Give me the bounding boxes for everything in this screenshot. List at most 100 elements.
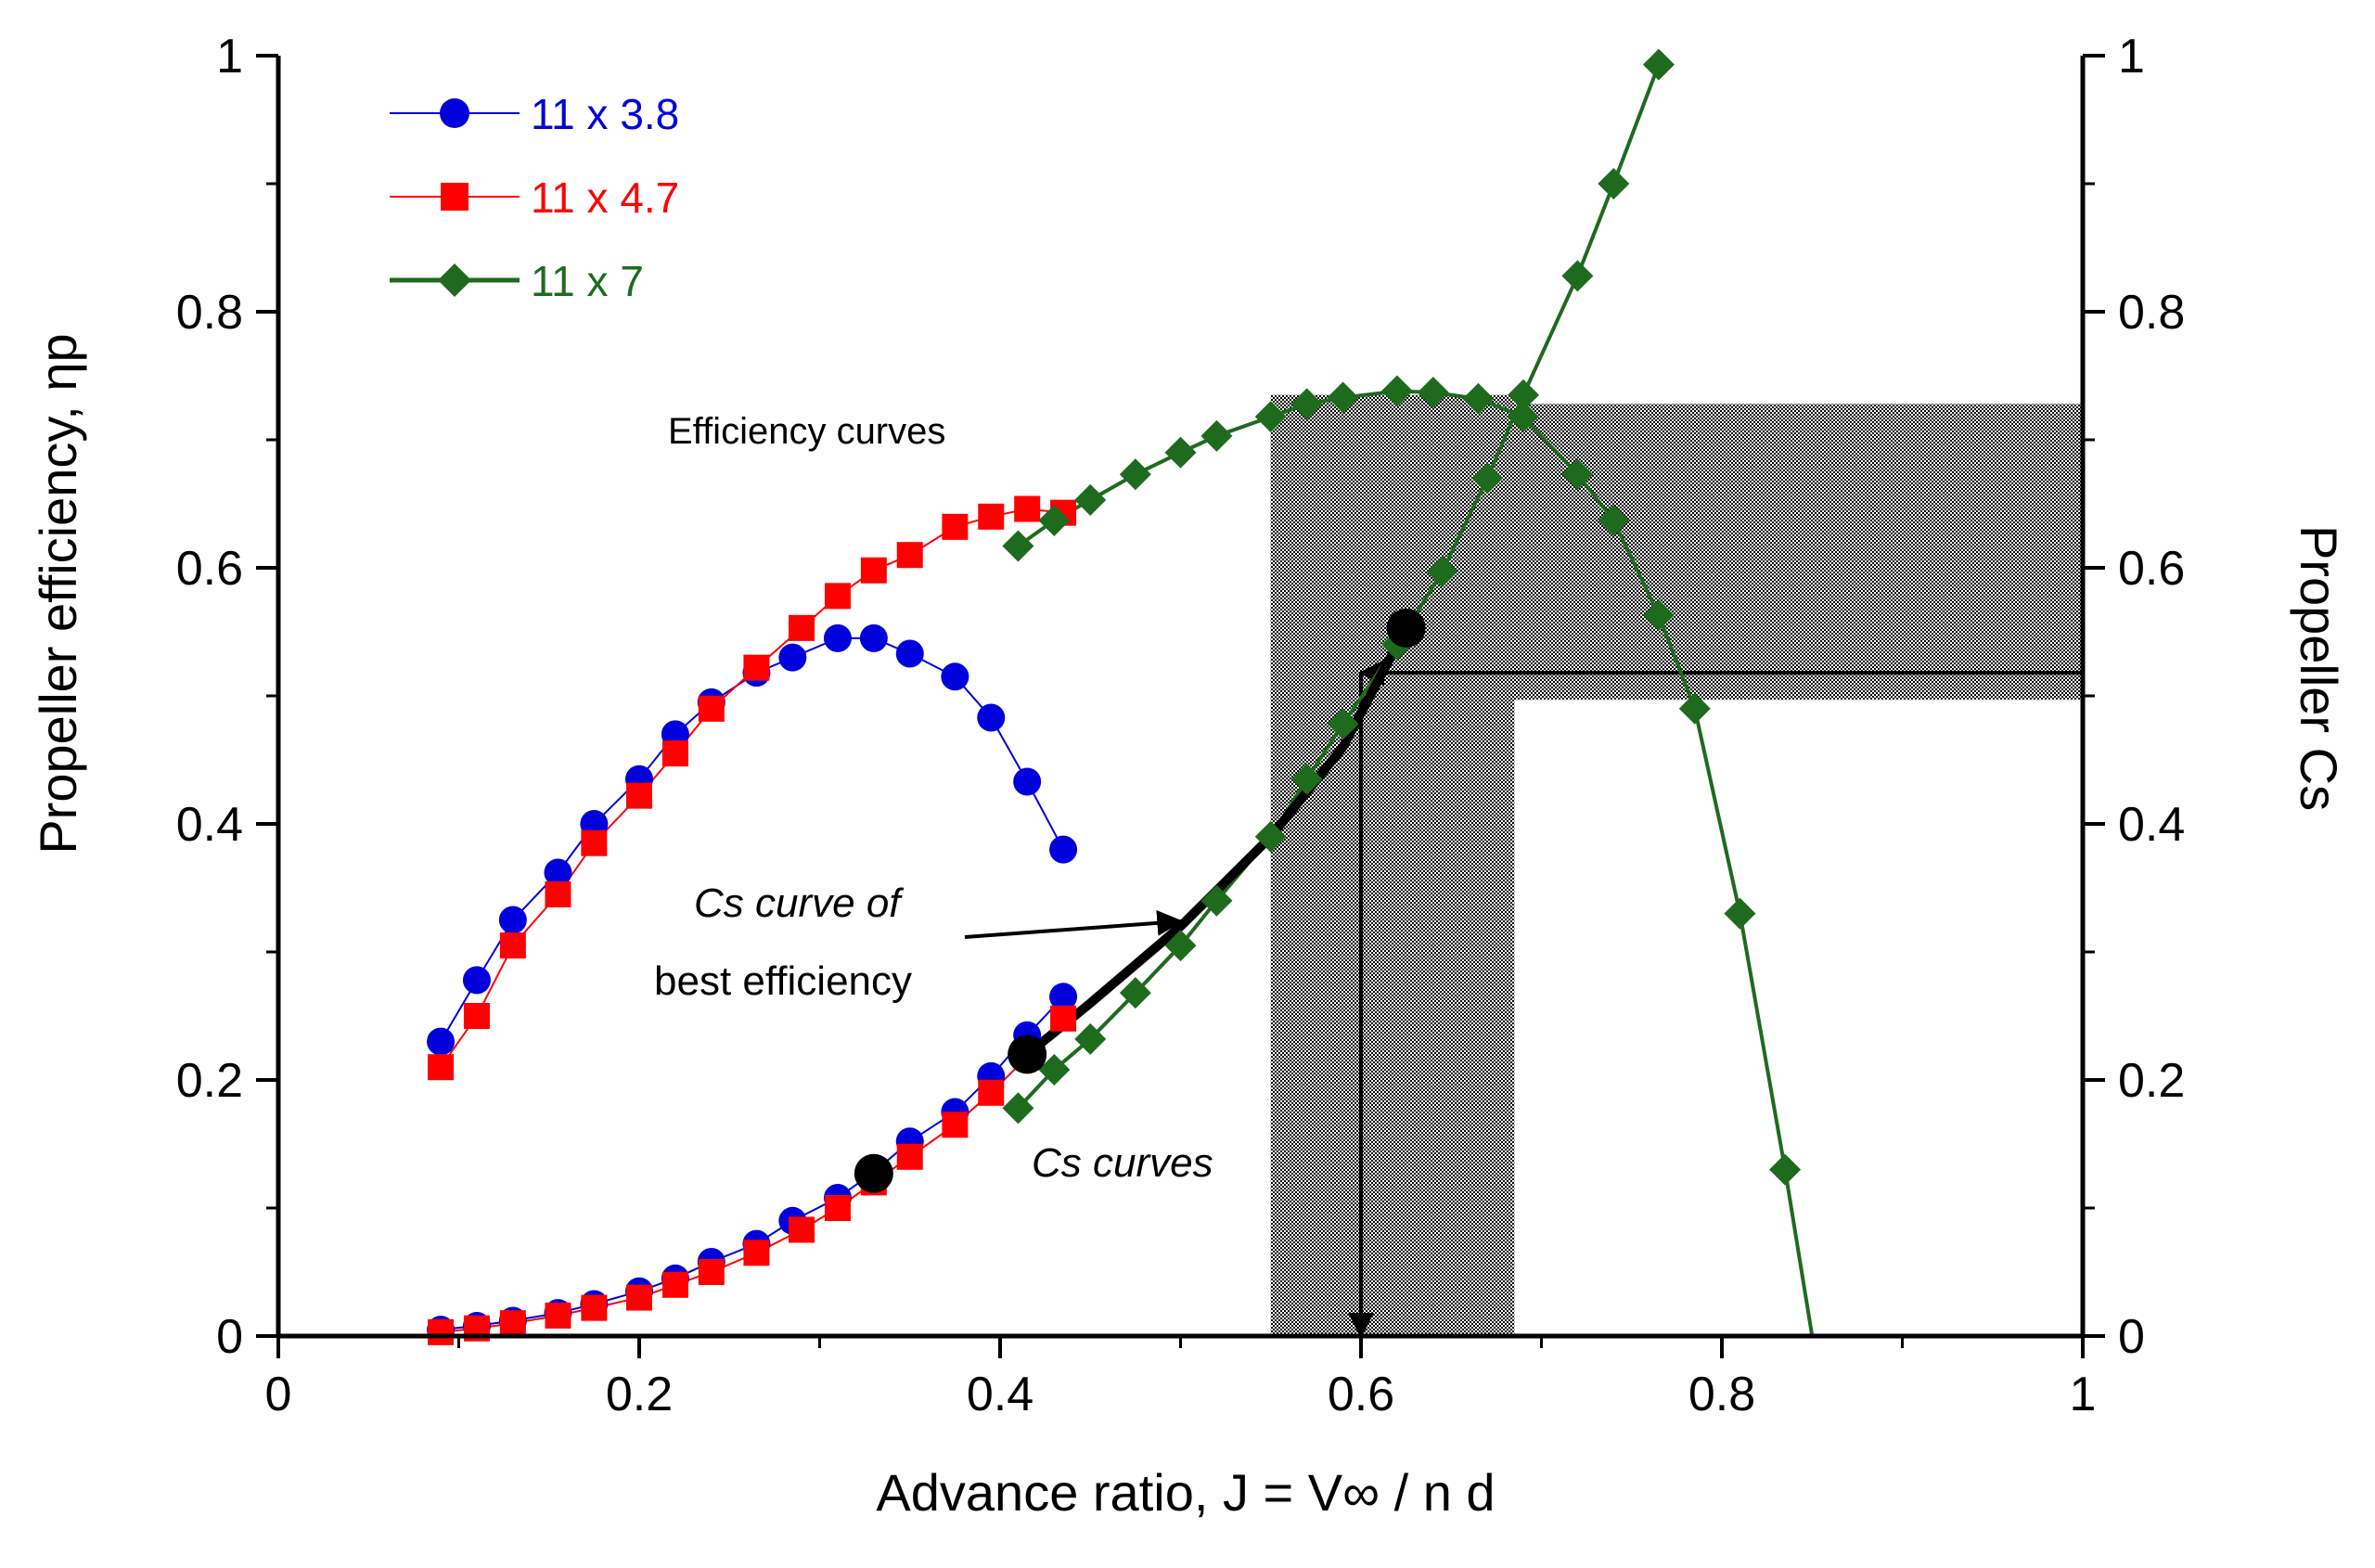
- data-point-cs-5-14: [1598, 168, 1630, 199]
- data-point-efficiency-2-7: [1290, 388, 1323, 420]
- y-tick-label-right-3: 0.6: [2118, 542, 2185, 596]
- data-point-efficiency-0-16: [1049, 835, 1078, 864]
- data-point-efficiency-2-13: [1561, 458, 1594, 491]
- data-point-efficiency-0-0: [427, 1027, 456, 1056]
- data-point-efficiency-2-3: [1119, 458, 1151, 491]
- data-point-cs-4-16: [1050, 1005, 1077, 1032]
- data-point-efficiency-1-11: [860, 557, 887, 584]
- x-tick-label-4: 0.8: [1688, 1368, 1755, 1421]
- annotation-cs-curves: Cs curves: [1032, 1140, 1213, 1186]
- data-point-efficiency-2-0: [1002, 530, 1034, 562]
- data-point-efficiency-0-2: [498, 906, 527, 934]
- annotation-cs-best-line2: best efficiency: [654, 958, 912, 1004]
- y-tick-label-left-1: 0.2: [176, 1054, 243, 1108]
- data-point-cs-5-7: [1290, 763, 1323, 795]
- data-point-cs-4-2: [499, 1310, 526, 1337]
- data-point-efficiency-2-8: [1327, 381, 1359, 414]
- data-point-efficiency-1-0: [428, 1054, 455, 1081]
- data-point-efficiency-0-1: [462, 966, 491, 995]
- data-point-cs-5-5: [1200, 884, 1233, 917]
- annotation-efficiency-curves: Efficiency curves: [668, 411, 945, 452]
- data-point-cs-4-3: [545, 1302, 571, 1329]
- y-tick-label-left-2: 0.4: [176, 798, 243, 852]
- data-point-efficiency-2-17: [1724, 897, 1756, 930]
- series-markers: [427, 48, 1802, 1345]
- data-point-cs-5-2: [1074, 1022, 1107, 1055]
- x-tick-label-5: 1: [2070, 1368, 2097, 1421]
- highlight-point-2: [1386, 608, 1426, 648]
- data-point-efficiency-1-13: [942, 513, 969, 540]
- legend-marker-2: [438, 263, 471, 297]
- data-point-efficiency-2-9: [1380, 375, 1413, 407]
- data-point-efficiency-1-8: [743, 654, 770, 681]
- axes: 0 0.2 0.4 0.6 0.8 100.20.40.60.8100.20.40.60.…: [176, 30, 2186, 1421]
- arrow-group: [964, 660, 2083, 1339]
- x-tick-label-2: 0.4: [967, 1368, 1033, 1421]
- x-tick-label-3: 0.6: [1328, 1368, 1394, 1421]
- highlight-points: [854, 608, 1426, 1193]
- data-point-efficiency-1-7: [698, 695, 725, 722]
- data-point-cs-4-13: [942, 1112, 969, 1138]
- data-point-efficiency-1-15: [1014, 495, 1041, 522]
- data-point-efficiency-2-10: [1417, 376, 1449, 408]
- data-point-efficiency-2-14: [1598, 504, 1630, 536]
- data-point-efficiency-1-14: [978, 503, 1005, 530]
- data-point-efficiency-1-6: [661, 740, 688, 767]
- data-point-cs-5-8: [1327, 708, 1359, 740]
- y-tick-label-left-0: 0: [216, 1310, 243, 1364]
- data-point-cs-3-16: [1049, 983, 1078, 1011]
- data-point-cs-4-14: [978, 1079, 1005, 1106]
- data-point-cs-4-7: [698, 1259, 725, 1285]
- data-point-efficiency-2-18: [1769, 1153, 1802, 1186]
- highlight-point-1: [1008, 1035, 1047, 1074]
- data-point-efficiency-1-12: [896, 542, 923, 569]
- legend-marker-1: [441, 183, 469, 211]
- data-point-cs-4-5: [626, 1284, 652, 1311]
- data-point-efficiency-0-9: [778, 643, 807, 672]
- data-point-efficiency-0-13: [941, 662, 969, 691]
- legend: 11 x 3.8 11 x 4.7 11 x 7: [390, 90, 679, 305]
- data-point-cs-4-8: [743, 1240, 770, 1266]
- data-point-efficiency-1-5: [626, 782, 652, 809]
- data-point-cs-4-4: [581, 1294, 608, 1321]
- data-point-efficiency-0-3: [544, 858, 572, 887]
- data-point-efficiency-2-4: [1164, 436, 1197, 469]
- legend-label-2: 11 x 7: [531, 257, 644, 305]
- data-point-efficiency-0-15: [1013, 767, 1042, 796]
- data-point-cs-5-10: [1426, 556, 1458, 588]
- data-point-cs-4-0: [428, 1318, 455, 1345]
- legend-marker-0: [440, 98, 469, 128]
- series-line-cs-3: [440, 996, 1064, 1331]
- data-point-efficiency-2-2: [1074, 483, 1107, 516]
- data-point-efficiency-1-2: [499, 932, 526, 959]
- data-point-efficiency-2-5: [1200, 419, 1233, 452]
- y-tick-label-right-2: 0.4: [2118, 798, 2185, 852]
- data-point-cs-5-15: [1642, 48, 1675, 81]
- y-axis-label-right: Propeller Cs: [2290, 525, 2348, 811]
- data-point-efficiency-2-11: [1462, 382, 1495, 415]
- y-tick-label-left-3: 0.6: [176, 542, 243, 596]
- highlight-point-0: [854, 1153, 893, 1193]
- data-point-cs-5-11: [1471, 462, 1504, 495]
- data-point-efficiency-0-12: [895, 639, 924, 668]
- x-tick-label-1: 0.2: [606, 1368, 673, 1421]
- x-axis-label: Advance ratio, J = V∞ / n d: [876, 1463, 1495, 1522]
- legend-label-1: 11 x 4.7: [531, 174, 679, 222]
- data-point-efficiency-1-3: [545, 880, 571, 907]
- data-point-cs-5-12: [1508, 379, 1540, 411]
- y-axis-label-left: Propeller efficiency, ηp: [29, 333, 87, 854]
- data-point-efficiency-2-12: [1508, 401, 1540, 433]
- y-tick-label-right-1: 0.2: [2118, 1054, 2185, 1108]
- y-tick-label-left-5: 1: [216, 30, 243, 84]
- data-point-cs-5-3: [1119, 977, 1151, 1009]
- pointer-arrow: [964, 909, 1184, 939]
- data-point-efficiency-0-11: [859, 623, 888, 652]
- series-line-cs-4: [440, 1018, 1064, 1333]
- data-point-cs-4-10: [824, 1195, 851, 1221]
- y-tick-label-right-4: 0.8: [2118, 286, 2185, 340]
- shaded-regions: [1270, 394, 2083, 1336]
- data-point-cs-5-4: [1164, 930, 1197, 962]
- data-point-efficiency-1-10: [824, 583, 851, 610]
- y-tick-label-left-4: 0.8: [176, 286, 243, 340]
